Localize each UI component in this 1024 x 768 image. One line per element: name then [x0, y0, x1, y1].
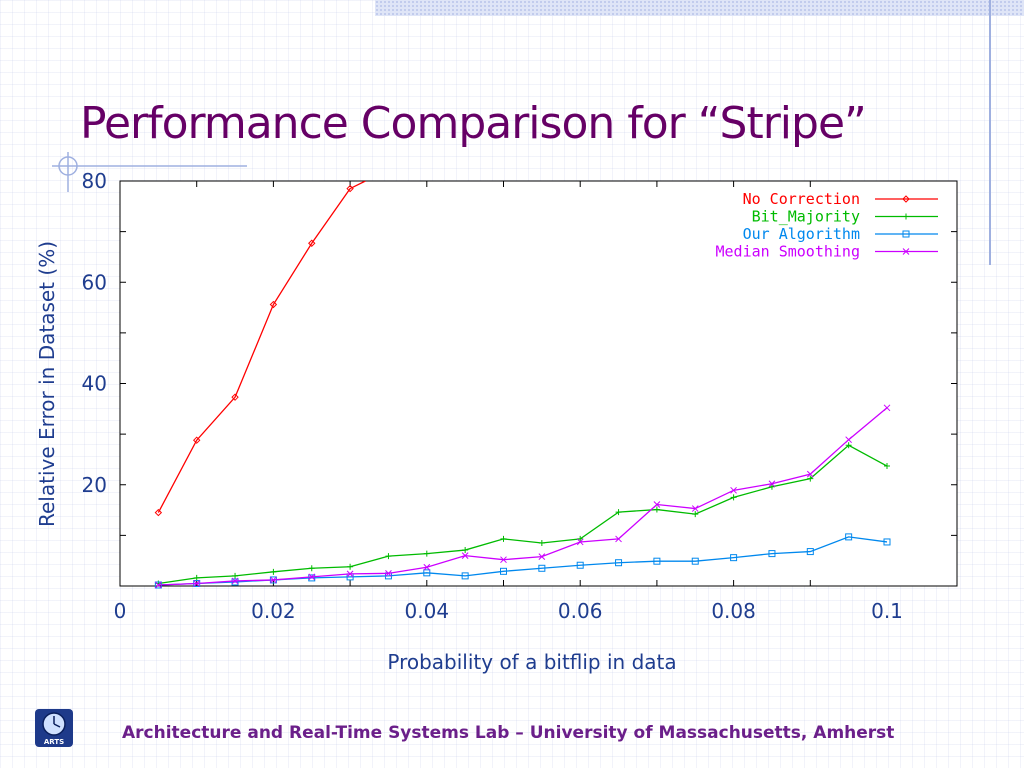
data-point-our-algorithm	[308, 574, 316, 582]
data-point-median-smoothing	[231, 577, 239, 585]
data-point-no-correction	[192, 436, 201, 444]
data-point-median-smoothing	[270, 576, 277, 584]
legend-marker-median-smoothing	[902, 248, 910, 255]
data-point-bit-majority	[615, 509, 622, 516]
footer-text: Architecture and Real-Time Systems Lab –…	[122, 723, 895, 743]
data-point-bit-majority	[768, 483, 775, 490]
data-point-our-algorithm	[615, 559, 623, 567]
data-point-our-algorithm	[461, 572, 469, 580]
data-point-no-correction	[154, 508, 163, 517]
data-point-median-smoothing	[346, 570, 354, 578]
legend-label-no-correction: No Correction	[743, 190, 860, 208]
data-point-no-correction	[308, 239, 316, 247]
data-point-bit-majority	[232, 572, 239, 579]
legend-marker-no-correction	[902, 195, 910, 203]
y-tick-label: 40	[82, 372, 107, 396]
series-line-bit-majority	[158, 444, 888, 585]
data-point-bit-majority	[462, 547, 469, 554]
data-point-bit-majority	[270, 568, 277, 575]
data-point-bit-majority	[577, 535, 584, 542]
data-point-bit-majority	[730, 494, 737, 501]
data-point-our-algorithm	[806, 548, 814, 556]
data-point-our-algorithm	[845, 533, 853, 541]
data-point-median-smoothing	[845, 436, 853, 444]
data-point-bit-majority	[538, 539, 545, 546]
data-point-median-smoothing	[730, 486, 737, 494]
series-line-median-smoothing	[158, 407, 888, 586]
data-point-median-smoothing	[883, 404, 891, 412]
data-point-bit-majority	[500, 535, 507, 542]
data-point-bit-majority	[884, 463, 890, 470]
data-point-bit-majority	[385, 553, 392, 560]
data-point-median-smoothing	[576, 538, 584, 546]
data-point-our-algorithm	[653, 557, 661, 565]
top-decorative-band	[375, 0, 1024, 16]
arts-logo-icon: ARTS	[35, 709, 73, 747]
data-point-no-correction	[346, 184, 354, 193]
data-point-our-algorithm	[423, 569, 431, 577]
slide-title: Performance Comparison for “Stripe”	[80, 98, 867, 149]
data-point-bit-majority	[193, 574, 200, 581]
data-point-our-algorithm	[500, 567, 507, 575]
data-point-median-smoothing	[538, 553, 546, 560]
data-point-median-smoothing	[806, 470, 814, 478]
legend-label-bit-majority: Bit_Majority	[752, 208, 860, 226]
x-tick-label: 0.08	[711, 599, 756, 623]
legend-label-median-smoothing: Median Smoothing	[716, 243, 861, 261]
data-point-median-smoothing	[768, 480, 776, 488]
data-point-no-correction	[231, 393, 239, 401]
data-point-our-algorithm	[576, 561, 584, 569]
x-tick-label: 0	[114, 599, 127, 623]
x-tick-label: 0.04	[405, 599, 450, 623]
data-point-our-algorithm	[883, 538, 891, 546]
legend-label-our-algorithm: Our Algorithm	[743, 225, 860, 243]
data-point-bit-majority	[347, 563, 354, 570]
right-decorative-rule	[989, 0, 991, 265]
y-tick-label: 80	[82, 169, 107, 193]
data-point-median-smoothing	[385, 569, 392, 577]
data-point-median-smoothing	[500, 556, 507, 564]
data-point-median-smoothing	[308, 573, 316, 581]
title-underline-ornament	[52, 152, 247, 192]
data-point-bit-majority	[807, 475, 814, 482]
y-axis-label: Relative Error in Dataset (%)	[35, 241, 59, 527]
data-point-our-algorithm	[768, 550, 776, 558]
data-point-bit-majority	[653, 506, 660, 513]
x-axis-label: Probability of a bitflip in data	[387, 650, 677, 674]
y-tick-label: 60	[82, 270, 107, 294]
data-point-our-algorithm	[231, 578, 239, 586]
data-point-median-smoothing	[154, 581, 162, 589]
data-point-no-correction	[269, 300, 278, 309]
data-point-median-smoothing	[691, 505, 699, 512]
x-tick-label: 0.06	[558, 599, 603, 623]
data-point-bit-majority	[845, 442, 852, 449]
x-tick-label: 0.1	[871, 599, 903, 623]
data-point-median-smoothing	[615, 535, 622, 543]
data-point-our-algorithm	[730, 554, 738, 562]
data-point-median-smoothing	[461, 552, 469, 559]
y-tick-label: 20	[82, 473, 107, 497]
legend-marker-our-algorithm	[902, 230, 910, 238]
data-point-median-smoothing	[423, 563, 431, 571]
data-point-bit-majority	[692, 511, 699, 518]
data-point-bit-majority	[423, 550, 430, 557]
series-line-no-correction	[157, 181, 366, 513]
data-point-median-smoothing	[653, 501, 661, 508]
data-point-our-algorithm	[691, 557, 699, 565]
data-point-our-algorithm	[538, 564, 546, 572]
data-point-bit-majority	[308, 565, 315, 572]
plot-frame	[119, 180, 958, 587]
x-tick-label: 0.02	[251, 599, 296, 623]
data-point-median-smoothing	[193, 580, 201, 587]
legend-marker-bit-majority	[903, 213, 909, 220]
logo-label: ARTS	[44, 738, 64, 746]
